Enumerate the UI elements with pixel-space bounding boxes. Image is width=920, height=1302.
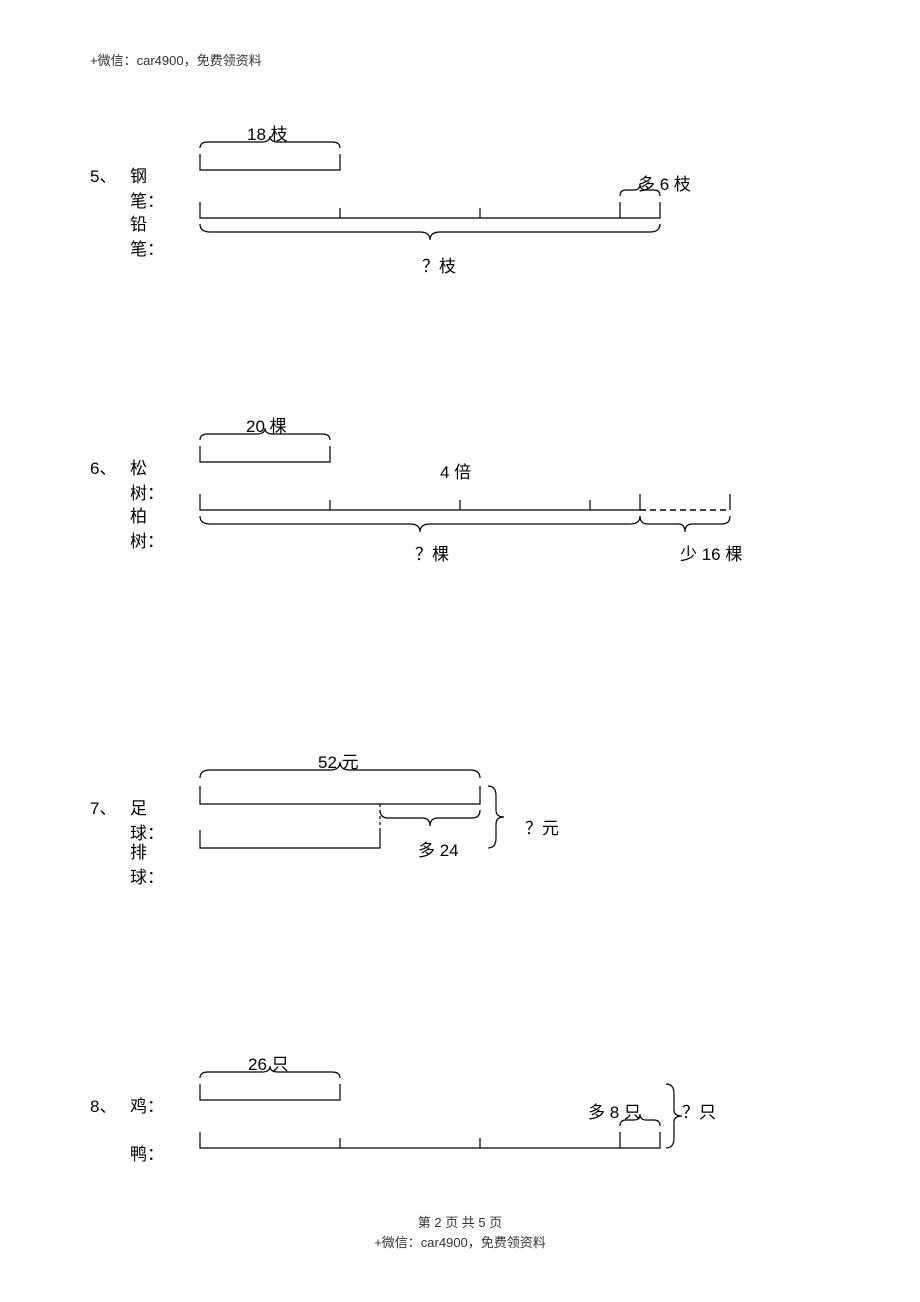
p5-diagram bbox=[200, 140, 800, 340]
page-header: +微信：car4900，免费领资料 bbox=[90, 50, 262, 69]
page-footer: 第 2 页 共 5 页 +微信：car4900，免费领资料 bbox=[0, 1213, 920, 1252]
p8-diagram bbox=[200, 1070, 760, 1210]
p8-label-1: 鸡： bbox=[130, 1092, 164, 1117]
p7-diagram bbox=[200, 768, 600, 908]
problem-8-num: 8、 bbox=[90, 1092, 116, 1117]
p6-label-1: 松树： bbox=[130, 454, 164, 504]
p5-label-1: 钢笔： bbox=[130, 162, 164, 212]
footer-note: +微信：car4900，免费领资料 bbox=[0, 1233, 920, 1253]
footer-pagenum: 第 2 页 共 5 页 bbox=[0, 1213, 920, 1233]
problem-7-num: 7、 bbox=[90, 794, 116, 819]
p5-label-2: 铅笔： bbox=[130, 210, 164, 260]
p7-label-1: 足球： bbox=[130, 794, 164, 844]
p8-label-2: 鸭： bbox=[130, 1140, 164, 1165]
p6-label-2: 柏树： bbox=[130, 502, 164, 552]
p7-label-2: 排球： bbox=[130, 838, 164, 888]
problem-5-num: 5、 bbox=[90, 162, 116, 187]
p6-diagram bbox=[200, 432, 850, 592]
problem-6-num: 6、 bbox=[90, 454, 116, 479]
